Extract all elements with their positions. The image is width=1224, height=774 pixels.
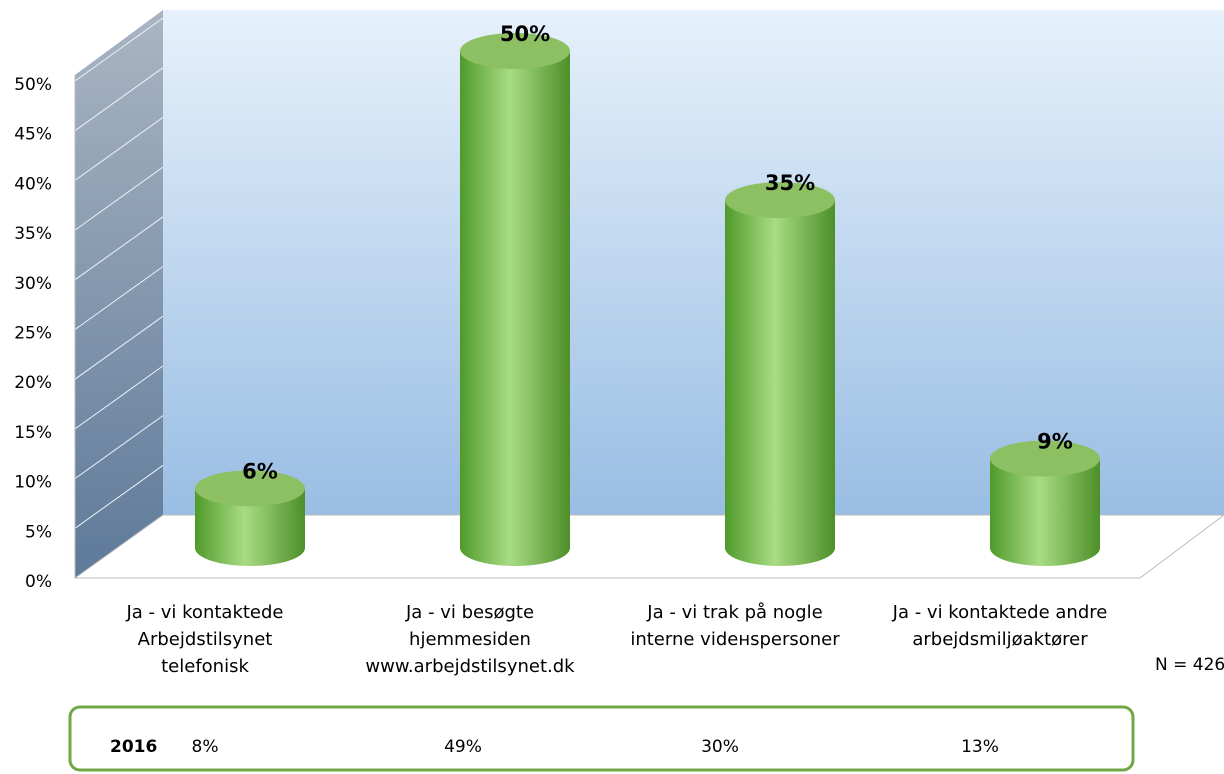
grid-line — [74, 67, 164, 132]
y-tick-label: 5% — [25, 522, 52, 542]
y-tick-label: 35% — [14, 224, 52, 244]
x-tick-label: telefonisk — [161, 656, 249, 677]
value-label: 35% — [765, 171, 815, 195]
x-tick-label: arbejdsmiljøaktører — [912, 629, 1088, 650]
y-tick-label: 10% — [14, 473, 52, 493]
cylinder-top — [195, 470, 305, 507]
comparison-value: 13% — [961, 737, 999, 757]
y-tick-label: 40% — [14, 174, 52, 194]
x-tick-label: Ja - vi kontaktede — [126, 602, 284, 623]
x-tick-label: www.arbejdstilsynet.dk — [365, 656, 575, 677]
comparison-label: 2016 — [110, 737, 157, 757]
cylinder-top — [990, 440, 1100, 477]
grid-line — [74, 415, 164, 480]
comparison-value: 30% — [701, 737, 739, 757]
grid-line — [74, 17, 164, 82]
grid-line — [74, 315, 164, 380]
annotation: N = 426 — [1155, 655, 1224, 675]
cylinder — [990, 458, 1100, 566]
x-tick-label: Ja - vi trak på nogle — [646, 602, 822, 623]
grid-line — [74, 464, 164, 529]
floor — [73, 514, 1224, 579]
back-wall — [163, 10, 1224, 515]
grid-line — [74, 116, 164, 181]
y-tick-label: 50% — [14, 75, 52, 95]
x-tick-label: Ja - vi besøgte — [405, 602, 534, 623]
comparison-value: 49% — [444, 737, 482, 757]
y-tick-label: 45% — [14, 125, 52, 145]
grid-line — [74, 266, 164, 330]
cylinder — [460, 51, 570, 566]
cylinder — [195, 488, 305, 566]
comparison-value: 8% — [192, 737, 219, 757]
grid-line — [74, 216, 164, 281]
y-tick-label: 15% — [14, 423, 52, 443]
x-tick-label: interne vidенspersoner — [630, 629, 840, 650]
cylinder-top — [460, 33, 570, 69]
x-tick-label: Arbejdstilsynet — [138, 629, 273, 650]
y-tick-label: 30% — [14, 274, 52, 294]
cylinder — [725, 200, 835, 566]
value-label: 50% — [500, 22, 550, 46]
y-tick-label: 0% — [25, 572, 52, 592]
cylinder-top — [725, 182, 835, 219]
side-wall — [75, 10, 163, 578]
grid-line — [74, 166, 164, 231]
x-tick-label: Ja - vi kontaktede andre — [892, 602, 1108, 623]
y-tick-label: 25% — [14, 324, 52, 344]
value-label: 9% — [1037, 430, 1073, 454]
y-tick-label: 20% — [14, 373, 52, 393]
value-label: 6% — [242, 459, 278, 483]
x-tick-label: hjemmesiden — [409, 629, 531, 650]
grid-line — [74, 365, 164, 430]
comparison-box — [68, 705, 1135, 772]
